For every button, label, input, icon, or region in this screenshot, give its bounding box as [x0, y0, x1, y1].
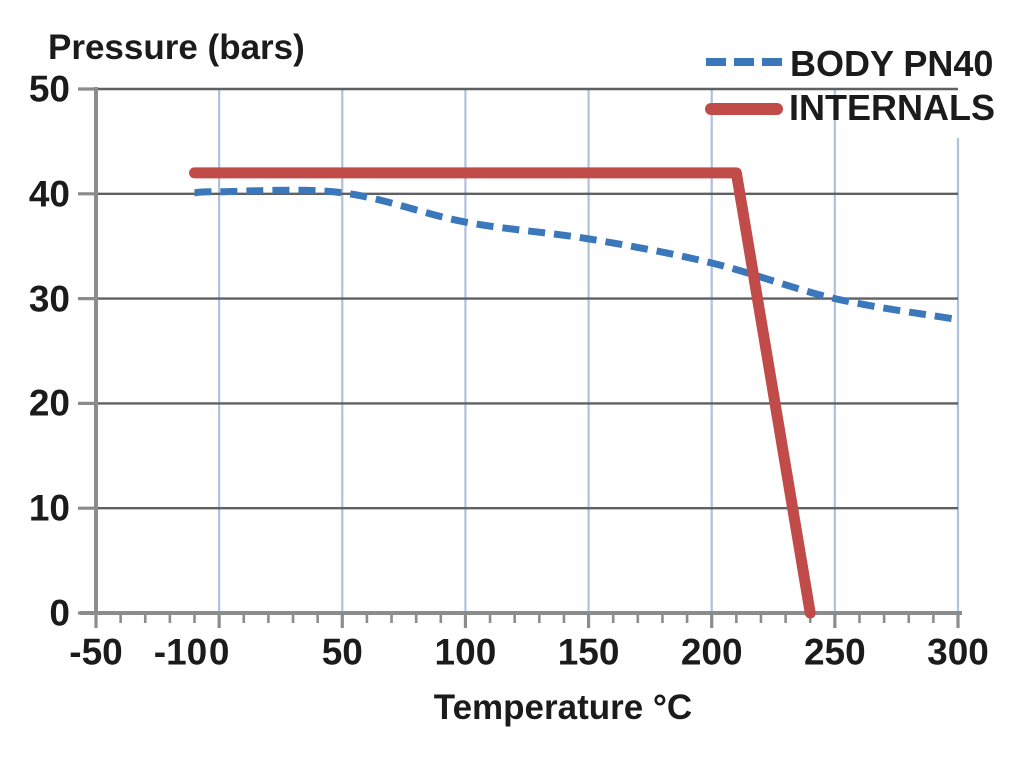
x-tick-label: 250 — [803, 631, 866, 673]
series-line-body-pn40 — [194, 186, 959, 324]
series-line-internals — [189, 167, 816, 619]
horizontal-gridlines — [96, 87, 958, 510]
axis-lines — [80, 87, 962, 615]
y-tick-label: 50 — [28, 68, 70, 110]
y-tick-label: 0 — [49, 592, 70, 634]
x-tick-label: 50 — [321, 631, 363, 673]
x-tick-label: 200 — [680, 631, 743, 673]
y-tick-label: 30 — [28, 278, 70, 320]
axis-tick-marks — [78, 87, 960, 628]
x-tick-label: 300 — [927, 631, 989, 673]
x-tick-label: 100 — [434, 631, 497, 673]
x-tick-label: -50 — [69, 631, 123, 673]
x-tick-label: 0 — [208, 631, 230, 673]
y-tick-label: 10 — [28, 487, 70, 529]
series-lines — [189, 167, 959, 619]
y-tick-label: 40 — [28, 173, 70, 215]
x-tick-label: -10 — [153, 631, 208, 673]
y-axis-title: Pressure (bars) — [48, 28, 305, 67]
x-tick-label: 150 — [557, 631, 620, 673]
y-tick-label: 20 — [28, 382, 70, 424]
x-axis-title: Temperature °C — [433, 688, 693, 727]
